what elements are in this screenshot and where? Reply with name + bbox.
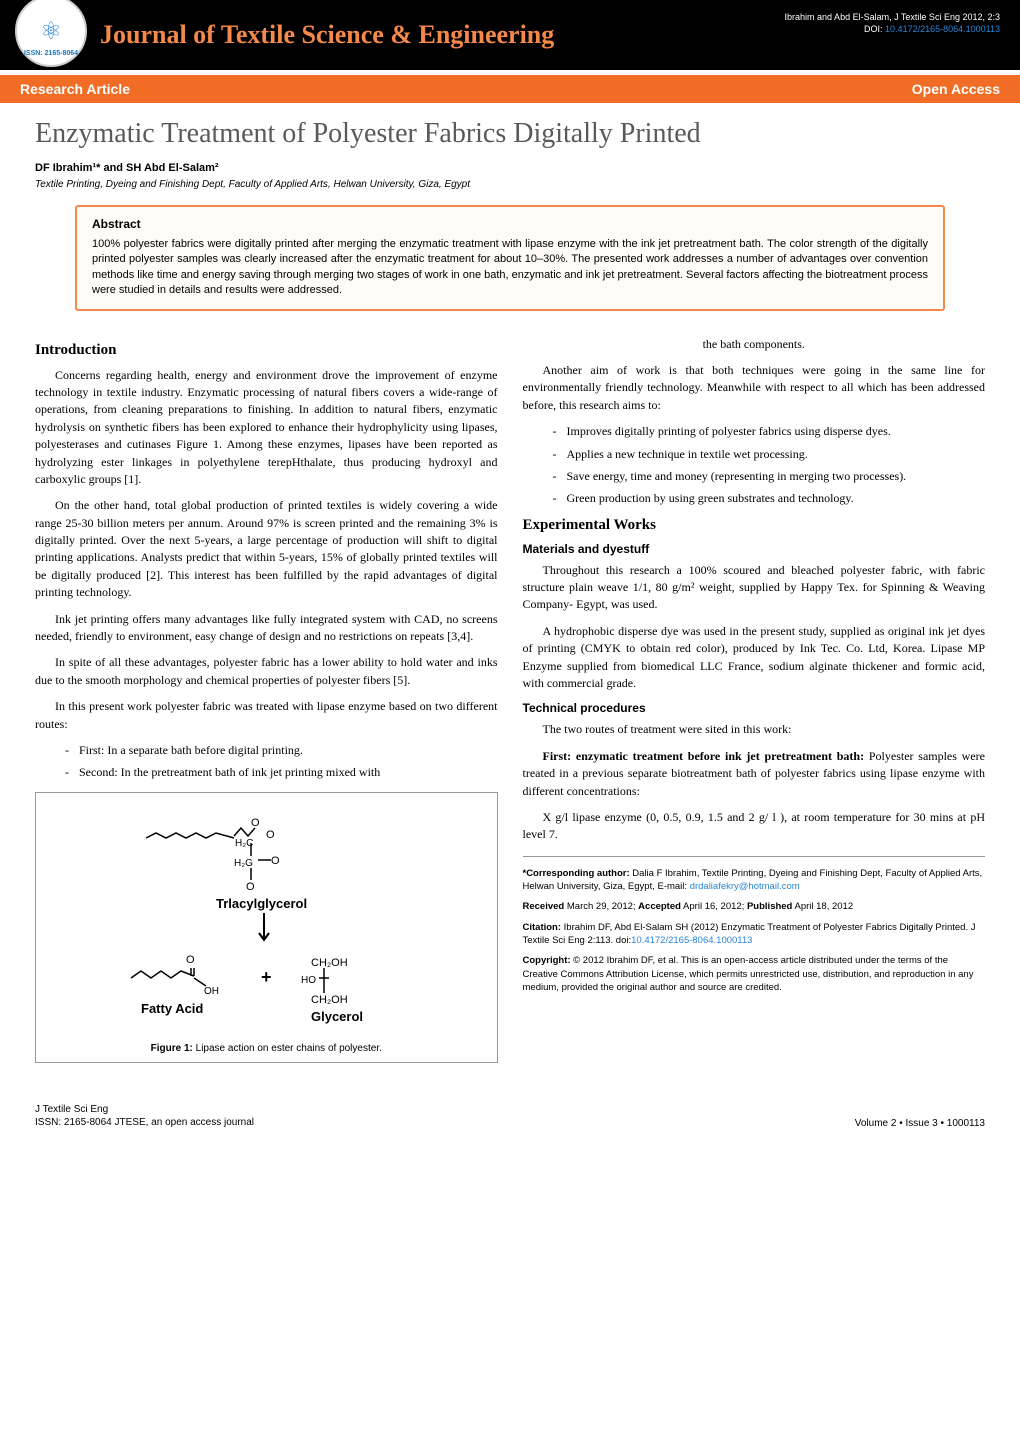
bullet-item: Second: In the pretreatment bath of ink … bbox=[65, 764, 498, 781]
citation-line2: DOI: 10.4172/2165-8064.1000113 bbox=[785, 24, 1000, 36]
two-column-layout: Introduction Concerns regarding health, … bbox=[35, 336, 985, 1063]
intro-p6-continuation: the bath components. bbox=[523, 336, 986, 353]
logo-icon: ⚛ bbox=[40, 17, 62, 46]
footer-right: Volume 2 • Issue 3 • 1000113 bbox=[855, 1118, 985, 1129]
exp-p3: The two routes of treatment were sited i… bbox=[523, 721, 986, 738]
right-column: the bath components. Another aim of work… bbox=[523, 336, 986, 1063]
footer-left: J Textile Sci Eng ISSN: 2165-8064 JTESE,… bbox=[35, 1103, 254, 1129]
figure-1-caption: Figure 1: Lipase action on ester chains … bbox=[46, 1043, 487, 1054]
citation-line: Citation: Ibrahim DF, Abd El-Salam SH (2… bbox=[523, 921, 986, 948]
copyright-line: Copyright: © 2012 Ibrahim DF, et al. Thi… bbox=[523, 954, 986, 994]
introduction-heading: Introduction bbox=[35, 342, 498, 359]
dates-line: Received March 29, 2012; Accepted April … bbox=[523, 900, 986, 913]
svg-text:O: O bbox=[246, 881, 255, 893]
svg-text:CH₂OH: CH₂OH bbox=[311, 994, 348, 1006]
intro-p5: In this present work polyester fabric wa… bbox=[35, 698, 498, 733]
orange-bar: Research Article Open Access bbox=[0, 75, 1020, 103]
bullet-item: Save energy, time and money (representin… bbox=[553, 468, 986, 485]
abstract-title: Abstract bbox=[92, 217, 928, 231]
svg-text:O: O bbox=[186, 954, 195, 966]
intro-p3: Ink jet printing offers many advantages … bbox=[35, 611, 498, 646]
citation-doi-link[interactable]: 10.4172/2165-8064.1000113 bbox=[631, 935, 752, 946]
svg-text:CH₂OH: CH₂OH bbox=[311, 957, 348, 969]
research-article-label: Research Article bbox=[20, 81, 130, 97]
intro-p4: In spite of all these advantages, polyes… bbox=[35, 654, 498, 689]
svg-text:Fatty Acid: Fatty Acid bbox=[141, 1001, 203, 1016]
authors: DF Ibrahim¹* and SH Abd El-Salam² bbox=[35, 162, 985, 174]
exp-p5: X g/l lipase enzyme (0, 0.5, 0.9, 1.5 an… bbox=[523, 809, 986, 844]
materials-subheading: Materials and dyestuff bbox=[523, 542, 986, 556]
corresponding-author-box: *Corresponding author: Dalia F Ibrahim, … bbox=[523, 856, 986, 994]
content-area: Enzymatic Treatment of Polyester Fabrics… bbox=[0, 103, 1020, 1093]
logo-issn: ISSN: 2165-8064 bbox=[24, 50, 78, 57]
intro-p7: Another aim of work is that both techniq… bbox=[523, 362, 986, 414]
citation-header: Ibrahim and Abd El-Salam, J Textile Sci … bbox=[785, 12, 1000, 35]
abstract-box: Abstract 100% polyester fabrics were dig… bbox=[75, 205, 945, 311]
bullet-item: Applies a new technique in textile wet p… bbox=[553, 446, 986, 463]
affiliation: Textile Printing, Dyeing and Finishing D… bbox=[35, 179, 985, 190]
intro-bullets1: First: In a separate bath before digital… bbox=[65, 742, 498, 782]
svg-text:O: O bbox=[266, 829, 275, 841]
exp-p1: Throughout this research a 100% scoured … bbox=[523, 562, 986, 614]
intro-bullets2: Improves digitally printing of polyester… bbox=[553, 423, 986, 508]
experimental-heading: Experimental Works bbox=[523, 517, 986, 534]
bullet-item: Improves digitally printing of polyester… bbox=[553, 423, 986, 440]
left-column: Introduction Concerns regarding health, … bbox=[35, 336, 498, 1063]
figure-1-diagram: O H₂C O H₂G O O Trlacylglycerol bbox=[86, 808, 446, 1038]
journal-title: Journal of Textile Science & Engineering bbox=[100, 20, 554, 50]
citation-line1: Ibrahim and Abd El-Salam, J Textile Sci … bbox=[785, 12, 1000, 24]
svg-text:Trlacylglycerol: Trlacylglycerol bbox=[216, 896, 307, 911]
svg-text:H₂G: H₂G bbox=[234, 858, 253, 869]
open-access-label: Open Access bbox=[912, 81, 1000, 97]
header-bar: ⚛ ISSN: 2165-8064 Journal of Textile Sci… bbox=[0, 0, 1020, 70]
svg-text:+: + bbox=[261, 967, 272, 987]
intro-p1: Concerns regarding health, energy and en… bbox=[35, 367, 498, 489]
svg-text:OH: OH bbox=[204, 986, 219, 997]
exp-p2: A hydrophobic disperse dye was used in t… bbox=[523, 623, 986, 693]
corresponding-author: *Corresponding author: Dalia F Ibrahim, … bbox=[523, 867, 986, 894]
exp-p4: First: enzymatic treatment before ink je… bbox=[523, 748, 986, 800]
intro-p2: On the other hand, total global producti… bbox=[35, 497, 498, 601]
page-footer: J Textile Sci Eng ISSN: 2165-8064 JTESE,… bbox=[0, 1093, 1020, 1144]
doi-link[interactable]: 10.4172/2165-8064.1000113 bbox=[885, 24, 1000, 34]
svg-text:Glycerol: Glycerol bbox=[311, 1009, 363, 1024]
bullet-item: First: In a separate bath before digital… bbox=[65, 742, 498, 759]
journal-logo: ⚛ ISSN: 2165-8064 bbox=[15, 0, 87, 67]
technical-subheading: Technical procedures bbox=[523, 701, 986, 715]
svg-text:O: O bbox=[271, 855, 280, 867]
svg-text:HO: HO bbox=[301, 975, 316, 986]
article-title: Enzymatic Treatment of Polyester Fabrics… bbox=[35, 118, 985, 150]
figure-1-box: O H₂C O H₂G O O Trlacylglycerol bbox=[35, 792, 498, 1063]
svg-text:O: O bbox=[251, 817, 260, 829]
abstract-text: 100% polyester fabrics were digitally pr… bbox=[92, 237, 928, 299]
bullet-item: Green production by using green substrat… bbox=[553, 490, 986, 507]
email-link[interactable]: drdaliafekry@hotmail.com bbox=[690, 881, 800, 892]
